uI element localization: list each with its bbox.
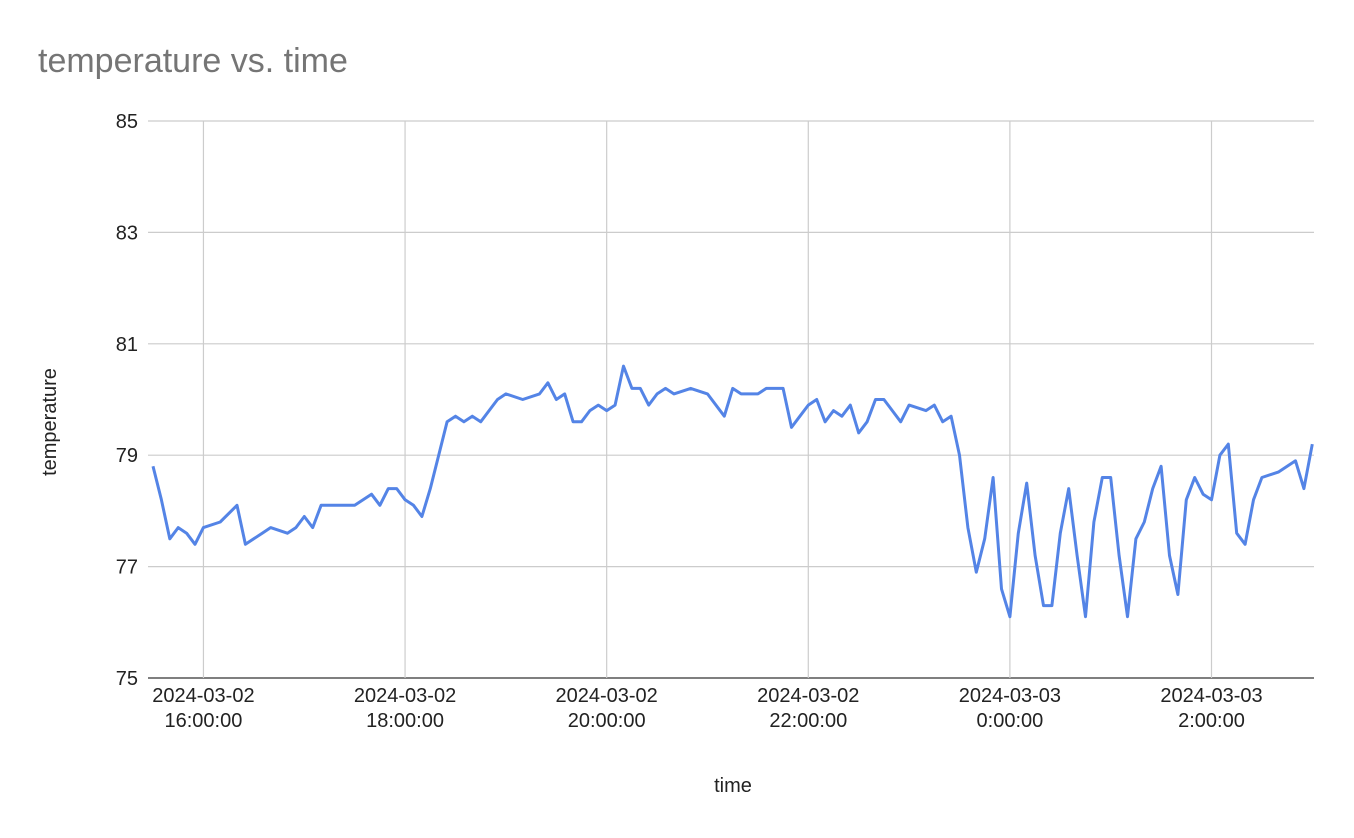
- y-tick-label: 83: [116, 222, 138, 244]
- x-tick-label: 2024-03-03 0:00:00: [958, 685, 1062, 732]
- chart-title: temperature vs. time: [38, 42, 348, 80]
- x-tick-label: 2024-03-02 18:00:00: [353, 685, 457, 732]
- y-tick-label: 79: [116, 445, 138, 467]
- x-axis-label: time: [714, 775, 752, 797]
- y-tick-label: 75: [116, 668, 138, 690]
- x-tick-label: 2024-03-03 2:00:00: [1160, 685, 1263, 732]
- x-tick-label: 2024-03-02 22:00:00: [757, 685, 860, 732]
- y-tick-label: 77: [116, 557, 138, 579]
- x-tick-label: 2024-03-02 16:00:00: [152, 685, 255, 732]
- y-tick-label: 85: [116, 111, 138, 133]
- data-line: [151, 364, 1314, 619]
- y-tick-label: 81: [116, 334, 138, 356]
- x-tick-label: 2024-03-02 20:00:00: [555, 685, 658, 732]
- y-axis-label: temperature: [39, 368, 61, 476]
